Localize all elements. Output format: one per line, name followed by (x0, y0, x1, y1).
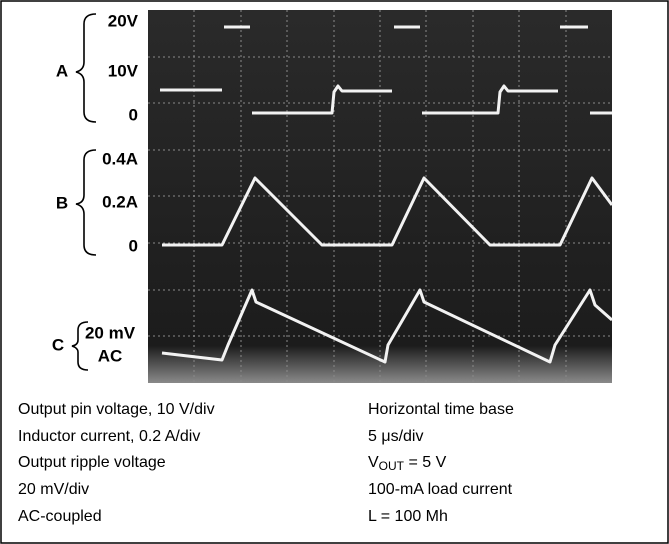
scope-grid (148, 10, 612, 383)
scale-label: 0 (129, 236, 138, 255)
caption-line: Inductor current, 0.2 A/div (18, 428, 200, 445)
caption-line: Output ripple voltage (18, 454, 166, 471)
vout-rest: = 5 V (404, 454, 447, 471)
caption-line: AC-coupled (18, 508, 102, 525)
scale-label: 20V (108, 11, 139, 30)
scale-label: AC (98, 346, 123, 365)
trace-letter: A (56, 61, 68, 80)
scale-label: 0.4A (102, 149, 138, 168)
scale-label: 0 (129, 105, 138, 124)
trace-b (162, 176, 614, 247)
caption-line: Output pin voltage, 10 V/div (18, 401, 215, 418)
vout-sub: OUT (379, 459, 405, 473)
caption-line: 5 μs/div (368, 428, 423, 445)
scale-label: 20 mV (85, 323, 136, 342)
caption-line: 100-mA load current (368, 481, 513, 498)
trace-letter: B (56, 193, 68, 212)
trace-c (161, 288, 613, 364)
scale-label: 10V (108, 61, 139, 80)
trace-letter: C (52, 335, 64, 354)
brace-a (75, 13, 97, 123)
brace-c (71, 321, 89, 371)
caption-line: VOUT = 5 V (368, 454, 447, 473)
trace-a (160, 25, 612, 115)
scale-label: 0.2A (102, 192, 138, 211)
caption-line: Horizontal time base (368, 401, 514, 418)
brace-b (75, 149, 97, 256)
caption-line: 20 mV/div (18, 481, 89, 498)
vout-main: V (368, 454, 379, 471)
caption-line: L = 100 Mh (368, 508, 448, 525)
